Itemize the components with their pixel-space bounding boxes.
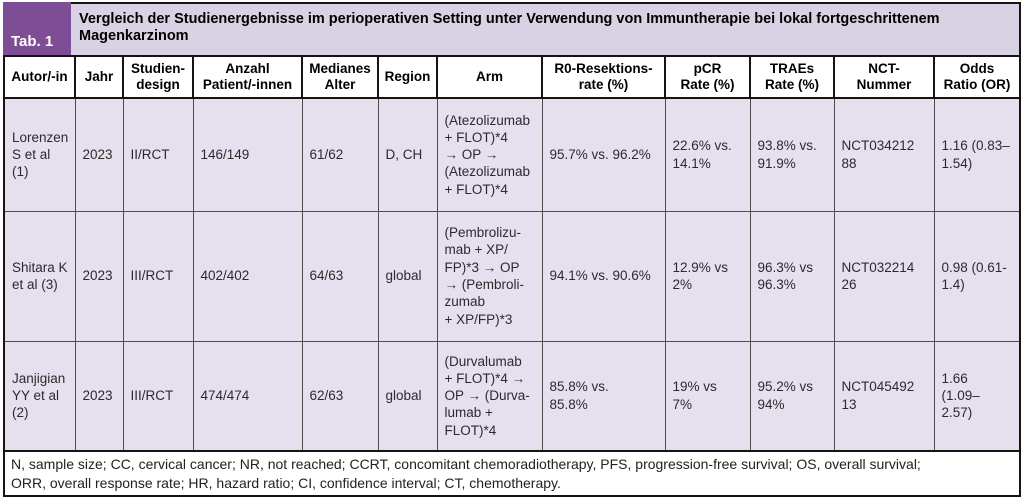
table-title: Vergleich der Studienergebnisse im perio… (79, 10, 940, 44)
table-number-label: Tab. 1 (11, 33, 54, 50)
cell-arm: (Atezolizumab + FLOT)*4 → OP → (Atezoliz… (436, 97, 543, 212)
col-header-medianes-alter: Medianes Alter (301, 55, 379, 99)
cell-region: D, CH (377, 97, 438, 212)
cell-traes-rate: 96.3% vs 96.3% (749, 210, 835, 342)
cell-jahr: 2023 (74, 340, 124, 452)
cell-traes-rate: 93.8% vs. 91.9% (749, 97, 835, 212)
table-figure: Tab. 1 Vergleich der Studienergebnisse i… (3, 2, 1021, 497)
cell-r0-resektionsrate: 85.8% vs. 85.8% (541, 340, 666, 452)
table-title-area: Vergleich der Studienergebnisse im perio… (71, 2, 1021, 55)
cell-odds-ratio: 0.98 (0.61- 1.4) (933, 210, 1021, 342)
table-row-lorenzen: Lorenzen S et al (1) 2023 II/RCT 146/149… (3, 97, 1021, 212)
cell-arm: (Pembrolizu- mab + XP/ FP)*3 → OP → (Pem… (436, 210, 543, 342)
col-header-nct-nummer: NCT- Nummer (833, 55, 935, 99)
cell-anzahl-patienten: 402/402 (192, 210, 303, 342)
col-header-arm: Arm (436, 55, 543, 99)
cell-pcr-rate: 19% vs 7% (664, 340, 751, 452)
cell-r0-resektionsrate: 94.1% vs. 90.6% (541, 210, 666, 342)
cell-medianes-alter: 62/63 (301, 340, 379, 452)
cell-r0-resektionsrate: 95.7% vs. 96.2% (541, 97, 666, 212)
abbreviations-footnote: N, sample size; CC, cervical cancer; NR,… (3, 450, 1021, 497)
cell-jahr: 2023 (74, 210, 124, 342)
table-row-janjigian: Janjigian YY et al (2) 2023 III/RCT 474/… (3, 340, 1021, 452)
table-number-badge: Tab. 1 (3, 2, 71, 55)
table-row-shitara: Shitara K et al (3) 2023 III/RCT 402/402… (3, 210, 1021, 342)
table-titlebar: Tab. 1 Vergleich der Studienergebnisse i… (3, 2, 1021, 55)
cell-autor: Lorenzen S et al (1) (3, 97, 76, 212)
cell-odds-ratio: 1.66 (1.09– 2.57) (933, 340, 1021, 452)
cell-region: global (377, 210, 438, 342)
cell-anzahl-patienten: 146/149 (192, 97, 303, 212)
cell-studiendesign: III/RCT (122, 340, 194, 452)
cell-pcr-rate: 12.9% vs 2% (664, 210, 751, 342)
cell-anzahl-patienten: 474/474 (192, 340, 303, 452)
cell-traes-rate: 95.2% vs 94% (749, 340, 835, 452)
cell-autor: Shitara K et al (3) (3, 210, 76, 342)
col-header-region: Region (377, 55, 438, 99)
col-header-odds-ratio: Odds Ratio (OR) (933, 55, 1021, 99)
col-header-autor: Autor/-in (3, 55, 76, 99)
col-header-r0-resektionsrate: R0-Resektions- rate (%) (541, 55, 666, 99)
cell-pcr-rate: 22.6% vs. 14.1% (664, 97, 751, 212)
cell-arm: (Durvalumab + FLOT)*4 → OP → (Durva- lum… (436, 340, 543, 452)
cell-studiendesign: III/RCT (122, 210, 194, 342)
cell-medianes-alter: 64/63 (301, 210, 379, 342)
col-header-pcr-rate: pCR Rate (%) (664, 55, 751, 99)
cell-nct-nummer: NCT045492 13 (833, 340, 935, 452)
col-header-anzahl-patienten: Anzahl Patient/-innen (192, 55, 303, 99)
header-row: Autor/-in Jahr Studien- design Anzahl Pa… (3, 55, 1021, 99)
cell-nct-nummer: NCT034212 88 (833, 97, 935, 212)
cell-autor: Janjigian YY et al (2) (3, 340, 76, 452)
col-header-studiendesign: Studien- design (122, 55, 194, 99)
cell-nct-nummer: NCT032214 26 (833, 210, 935, 342)
col-header-traes-rate: TRAEs Rate (%) (749, 55, 835, 99)
cell-studiendesign: II/RCT (122, 97, 194, 212)
cell-medianes-alter: 61/62 (301, 97, 379, 212)
cell-odds-ratio: 1.16 (0.83– 1.54) (933, 97, 1021, 212)
cell-region: global (377, 340, 438, 452)
study-comparison-table: Autor/-in Jahr Studien- design Anzahl Pa… (3, 55, 1021, 497)
cell-jahr: 2023 (74, 97, 124, 212)
col-header-jahr: Jahr (74, 55, 124, 99)
footnote-row: N, sample size; CC, cervical cancer; NR,… (3, 450, 1021, 497)
